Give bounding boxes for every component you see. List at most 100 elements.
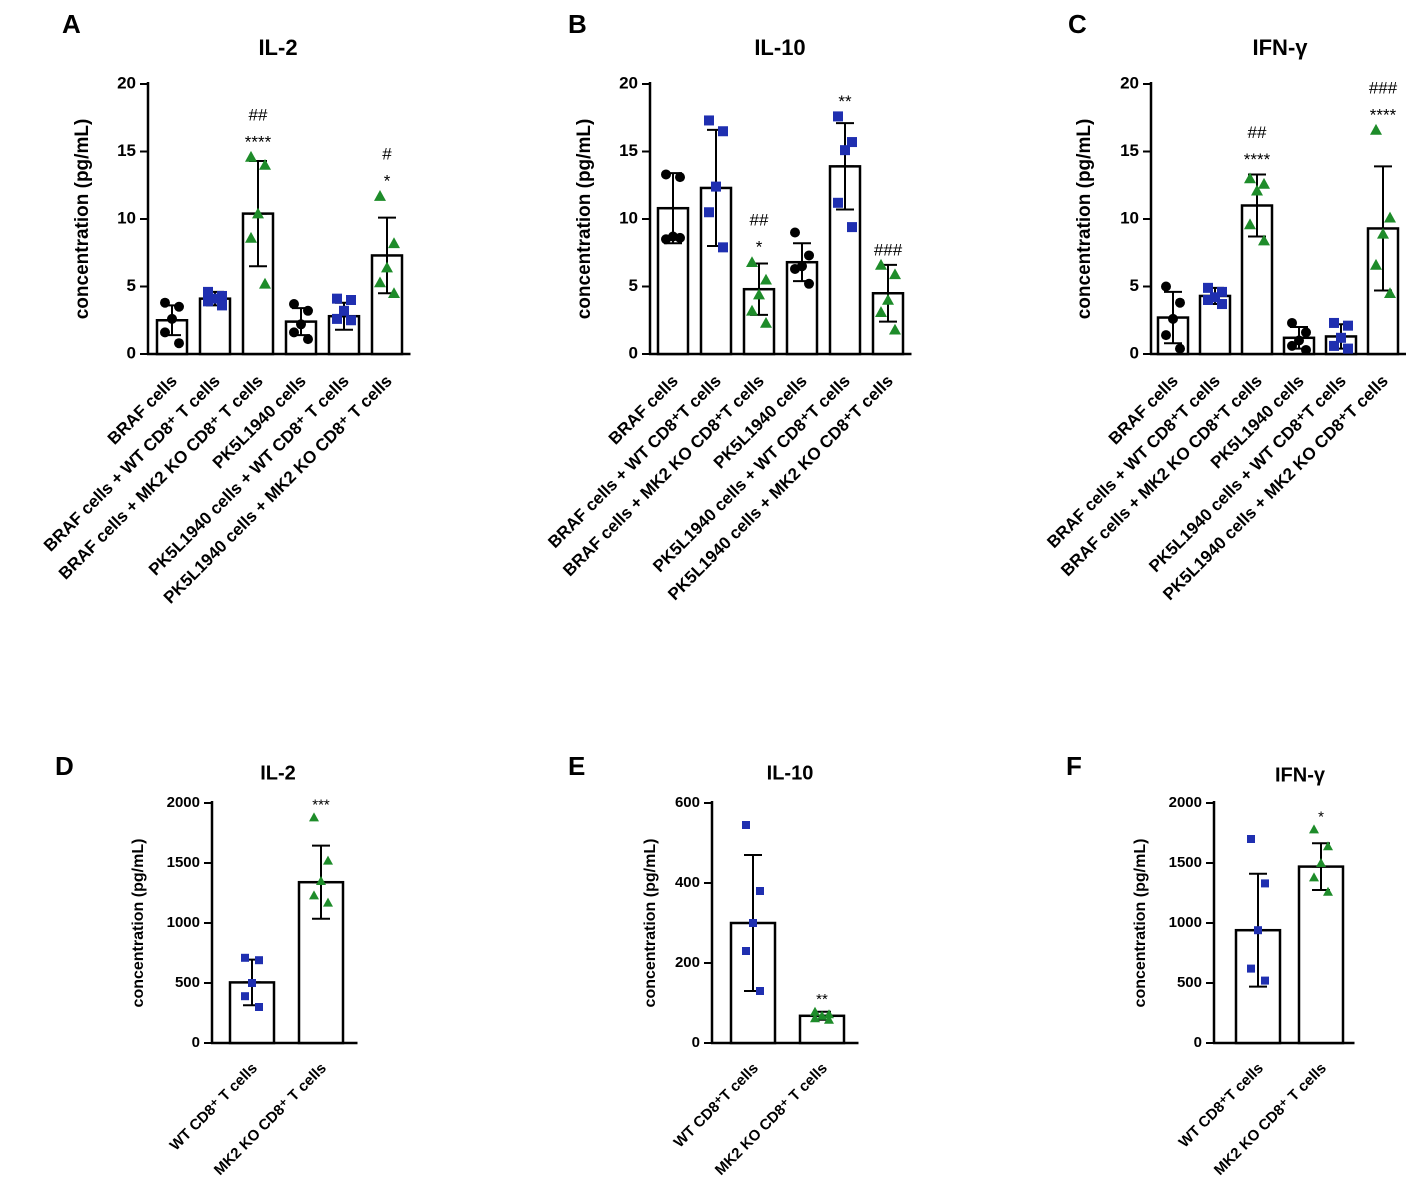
panel-letter: B xyxy=(568,9,587,39)
category-suffix: ⁺ T cells xyxy=(777,1060,831,1114)
data-point-square xyxy=(1336,332,1346,343)
data-point-triangle xyxy=(245,231,257,243)
panel-letter: E xyxy=(568,751,585,781)
data-point-square xyxy=(1343,320,1353,331)
panel-letter: C xyxy=(1068,9,1087,39)
data-point-triangle xyxy=(259,277,271,289)
y-tick-label: 15 xyxy=(1120,141,1139,160)
data-point-square xyxy=(1329,340,1339,351)
data-point-triangle xyxy=(889,268,901,280)
data-point-circle xyxy=(804,278,814,289)
y-axis-label: concentration (pg/mL) xyxy=(574,119,595,320)
data-point-square xyxy=(217,290,227,301)
data-point-square xyxy=(742,821,750,829)
y-axis-label: concentration (pg/mL) xyxy=(1132,839,1149,1008)
significance-mark: *** xyxy=(312,796,330,813)
x-category-label: MK2 KO CD8⁺ T cells xyxy=(211,1060,330,1179)
data-point-triangle xyxy=(259,159,271,170)
y-tick-label: 5 xyxy=(1130,276,1139,295)
y-tick-label: 2000 xyxy=(167,794,200,811)
data-point-triangle xyxy=(875,258,887,270)
category-name: WT CD8 xyxy=(167,1101,220,1154)
data-point-square xyxy=(742,947,750,955)
data-point-square xyxy=(346,295,356,305)
data-point-triangle xyxy=(309,812,319,822)
y-tick-label: 5 xyxy=(629,276,638,295)
significance-mark: # xyxy=(382,145,392,164)
data-point-circle xyxy=(296,319,306,330)
data-point-circle xyxy=(1175,343,1185,354)
data-point-triangle xyxy=(388,287,400,299)
data-point-triangle xyxy=(817,1010,827,1020)
data-point-square xyxy=(756,987,764,995)
category-suffix: ⁺ T cells xyxy=(276,1060,330,1114)
data-point-circle xyxy=(1287,317,1297,328)
panel-letter: D xyxy=(55,751,74,781)
data-point-square xyxy=(241,992,249,1001)
y-tick-label: 400 xyxy=(675,874,700,891)
y-axis-label: concentration (pg/mL) xyxy=(642,839,659,1008)
y-tick-label: 20 xyxy=(619,73,638,92)
data-point-circle xyxy=(303,334,313,345)
data-point-circle xyxy=(289,299,299,310)
y-tick-label: 10 xyxy=(619,208,638,227)
category-suffix: ⁺ T cells xyxy=(207,1060,261,1114)
data-point-triangle xyxy=(746,304,758,316)
data-point-triangle xyxy=(323,897,333,907)
bar xyxy=(1297,865,1345,1045)
data-point-triangle xyxy=(388,237,400,249)
y-tick-label: 0 xyxy=(127,343,136,362)
data-point-square xyxy=(339,305,349,316)
data-point-square xyxy=(1254,926,1262,935)
data-point-circle xyxy=(1294,335,1304,346)
bar xyxy=(828,165,862,356)
data-point-triangle xyxy=(1258,234,1270,246)
data-point-square xyxy=(332,293,342,304)
data-point-square xyxy=(1343,343,1353,354)
data-point-square xyxy=(203,286,213,297)
data-point-triangle xyxy=(381,261,393,273)
data-point-triangle xyxy=(1384,287,1396,299)
data-point-square xyxy=(847,222,857,233)
significance-mark: ## xyxy=(1248,123,1267,142)
data-point-square xyxy=(241,953,249,962)
data-point-square xyxy=(833,111,843,122)
significance-mark: ### xyxy=(874,240,903,259)
significance-mark: **** xyxy=(1244,150,1271,169)
data-point-square xyxy=(210,293,220,304)
data-point-square xyxy=(255,1003,263,1011)
data-point-square xyxy=(840,145,850,156)
significance-mark: **** xyxy=(245,132,272,151)
y-tick-label: 0 xyxy=(629,343,638,362)
data-point-triangle xyxy=(760,273,772,285)
data-point-triangle xyxy=(316,876,326,885)
data-point-triangle xyxy=(824,1014,834,1024)
data-point-square xyxy=(1247,964,1255,973)
data-point-triangle xyxy=(875,306,887,317)
data-point-circle xyxy=(167,313,177,324)
data-point-square xyxy=(833,197,843,208)
y-axis-label: concentration (pg/mL) xyxy=(130,839,147,1008)
data-point-square xyxy=(749,919,757,927)
data-point-triangle xyxy=(1251,184,1263,196)
y-axis-label: concentration (pg/mL) xyxy=(72,119,93,320)
data-point-square xyxy=(332,313,342,324)
data-point-square xyxy=(1217,286,1227,297)
y-tick-label: 500 xyxy=(175,974,200,991)
y-tick-label: 1000 xyxy=(1169,914,1202,931)
data-point-circle xyxy=(303,305,313,316)
data-point-circle xyxy=(790,227,800,238)
data-point-triangle xyxy=(746,256,758,267)
data-point-circle xyxy=(661,234,671,245)
y-tick-label: 500 xyxy=(1177,974,1202,991)
y-tick-label: 20 xyxy=(1120,73,1139,92)
data-point-square xyxy=(1203,295,1213,305)
data-point-circle xyxy=(1161,281,1171,292)
data-point-square xyxy=(718,242,728,253)
chart-title: IL-2 xyxy=(258,35,297,60)
data-point-circle xyxy=(174,338,184,349)
data-point-triangle xyxy=(1309,872,1319,882)
